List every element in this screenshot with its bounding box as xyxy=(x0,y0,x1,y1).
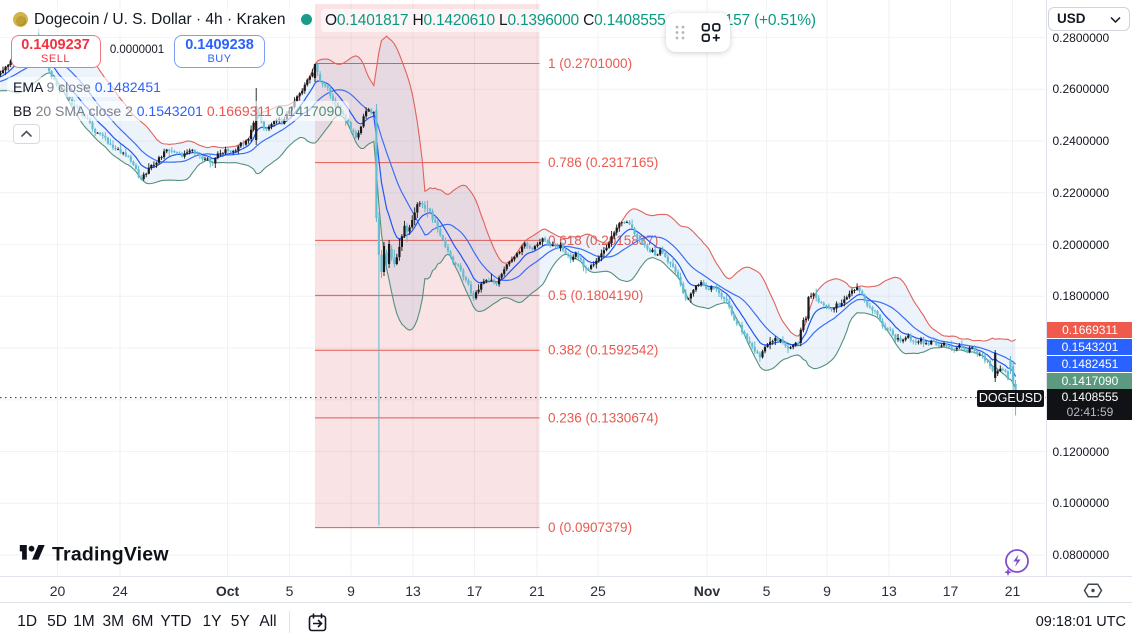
svg-text:0.5 (0.1804190): 0.5 (0.1804190) xyxy=(548,288,643,303)
svg-text:0.786 (0.2317165): 0.786 (0.2317165) xyxy=(548,155,658,170)
svg-text:TradingView: TradingView xyxy=(52,544,169,566)
svg-text:0.236 (0.1330674): 0.236 (0.1330674) xyxy=(548,410,658,425)
svg-text:0 (0.0907379): 0 (0.0907379) xyxy=(548,520,632,535)
svg-text:0.382 (0.1592542): 0.382 (0.1592542) xyxy=(548,343,658,358)
svg-text:1 (0.2701000): 1 (0.2701000) xyxy=(548,56,632,71)
